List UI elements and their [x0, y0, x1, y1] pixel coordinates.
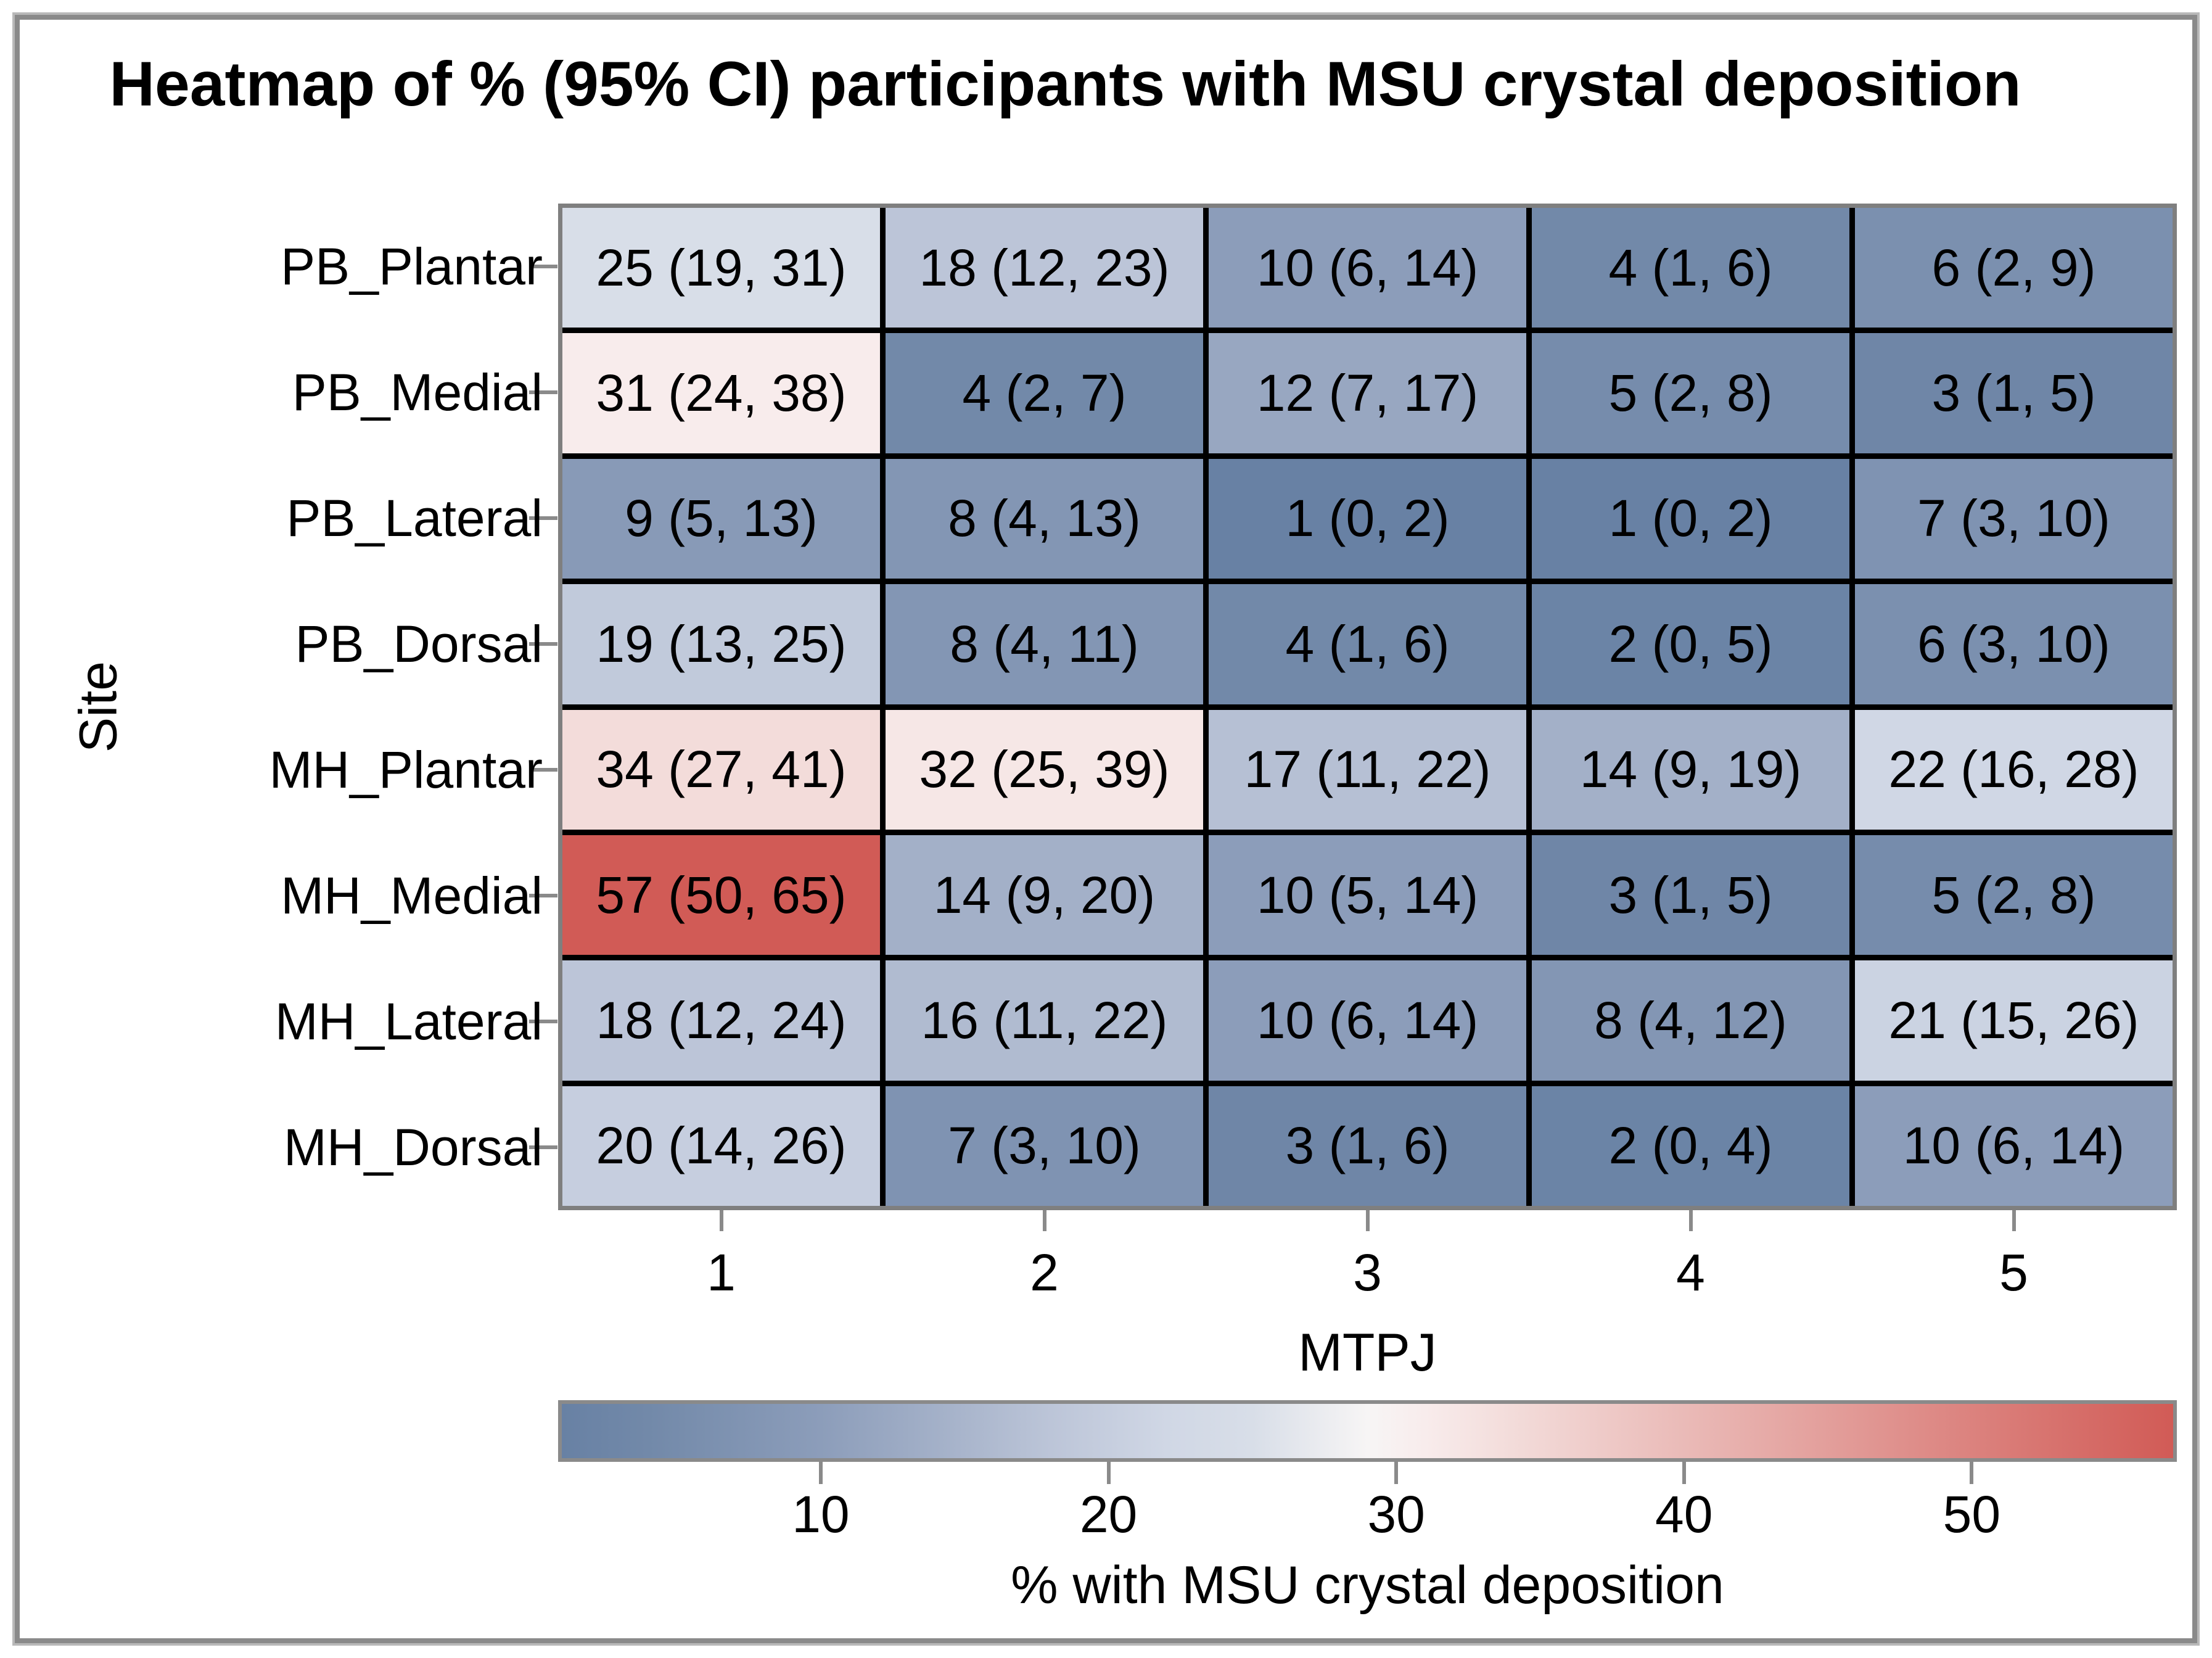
colorbar-title: % with MSU crystal deposition: [1011, 1556, 1724, 1615]
colorbar-tick-label: 10: [792, 1485, 850, 1543]
y-tick-label: MH_Lateral: [274, 992, 543, 1050]
heatmap-cell: 1 (0, 2): [1532, 458, 1849, 579]
heatmap-cell: 8 (4, 11): [886, 584, 1203, 704]
heatmap-cell: 5 (2, 8): [1855, 835, 2173, 955]
colorbar-tick-mark: [1682, 1462, 1686, 1484]
heatmap-cell: 14 (9, 20): [886, 835, 1203, 955]
y-tick-mark: [529, 1020, 557, 1023]
heatmap-cell: 8 (4, 12): [1532, 960, 1849, 1081]
heatmap-cell: 3 (1, 5): [1855, 333, 2173, 453]
y-tick-mark: [529, 894, 557, 897]
heatmap-cell: 9 (5, 13): [562, 458, 880, 579]
heatmap-cell: 31 (24, 38): [562, 333, 880, 453]
heatmap-cell: 3 (1, 5): [1532, 835, 1849, 955]
colorbar-tick-label: 50: [1943, 1485, 2001, 1543]
heatmap-cell: 10 (5, 14): [1209, 835, 1526, 955]
heatmap-cell: 14 (9, 19): [1532, 709, 1849, 830]
y-tick-mark: [529, 516, 557, 520]
y-tick-label: PB_Medial: [292, 363, 543, 421]
heatmap-cell: 16 (11, 22): [886, 960, 1203, 1081]
x-tick-mark: [719, 1210, 723, 1231]
colorbar-tick-mark: [1394, 1462, 1399, 1484]
heatmap-cell: 6 (3, 10): [1855, 584, 2173, 704]
heatmap-cell: 4 (1, 6): [1532, 208, 1849, 328]
heatmap-cell: 18 (12, 24): [562, 960, 880, 1081]
y-tick-label: PB_Plantar: [281, 237, 543, 295]
x-tick-label: 5: [1999, 1244, 2028, 1301]
heatmap-cell: 6 (2, 9): [1855, 208, 2173, 328]
chart-title: Heatmap of % (95% CI) participants with …: [109, 49, 2021, 119]
heatmap-cell: 25 (19, 31): [562, 208, 880, 328]
heatmap-cell: 34 (27, 41): [562, 709, 880, 830]
heatmap-cell: 18 (12, 23): [886, 208, 1203, 328]
y-tick-mark: [529, 1145, 557, 1149]
y-tick-label: MH_Plantar: [269, 741, 543, 799]
heatmap-cell: 4 (1, 6): [1209, 584, 1526, 704]
colorbar-tick-mark: [1970, 1462, 1974, 1484]
heatmap-cell: 7 (3, 10): [886, 1086, 1203, 1206]
x-axis-title: MTPJ: [1298, 1323, 1437, 1382]
y-tick-mark: [529, 768, 557, 772]
heatmap-cell: 8 (4, 13): [886, 458, 1203, 579]
heatmap-cell: 32 (25, 39): [886, 709, 1203, 830]
heatmap-cell: 10 (6, 14): [1855, 1086, 2173, 1206]
heatmap-cell: 1 (0, 2): [1209, 458, 1526, 579]
colorbar-tick-label: 40: [1655, 1485, 1713, 1543]
x-tick-mark: [1688, 1210, 1693, 1231]
x-tick-mark: [1042, 1210, 1046, 1231]
heatmap-grid: 25 (19, 31) 18 (12, 23) 10 (6, 14) 4 (1, 6)…: [558, 204, 2177, 1210]
heatmap-cell: 2 (0, 4): [1532, 1086, 1849, 1206]
heatmap-cell: 4 (2, 7): [886, 333, 1203, 453]
x-tick-label: 3: [1353, 1244, 1382, 1301]
heatmap-cell: 19 (13, 25): [562, 584, 880, 704]
heatmap-cell: 2 (0, 5): [1532, 584, 1849, 704]
colorbar-gradient: [558, 1400, 2177, 1462]
y-tick-label: MH_Medial: [281, 867, 543, 925]
colorbar-tick-label: 20: [1079, 1485, 1138, 1543]
heatmap-cell: 57 (50, 65): [562, 835, 880, 955]
y-tick-label: MH_Dorsal: [283, 1118, 543, 1176]
heatmap-cell: 7 (3, 10): [1855, 458, 2173, 579]
heatmap-cell: 10 (6, 14): [1209, 960, 1526, 1081]
x-tick-mark: [2012, 1210, 2016, 1231]
x-tick-label: 1: [707, 1244, 736, 1301]
heatmap-cell: 22 (16, 28): [1855, 709, 2173, 830]
x-tick-label: 2: [1030, 1244, 1059, 1301]
x-tick-mark: [1365, 1210, 1370, 1231]
heatmap-cell: 10 (6, 14): [1209, 208, 1526, 328]
colorbar-tick-mark: [1106, 1462, 1111, 1484]
heatmap-cell: 5 (2, 8): [1532, 333, 1849, 453]
heatmap-cell: 21 (15, 26): [1855, 960, 2173, 1081]
y-tick-mark: [529, 642, 557, 646]
y-tick-mark: [529, 265, 557, 268]
y-axis-title: Site: [68, 661, 128, 753]
heatmap-cell: 17 (11, 22): [1209, 709, 1526, 830]
heatmap-cell: 12 (7, 17): [1209, 333, 1526, 453]
x-tick-label: 4: [1676, 1244, 1705, 1301]
heatmap-cell: 3 (1, 6): [1209, 1086, 1526, 1206]
colorbar-tick-label: 30: [1367, 1485, 1425, 1543]
y-tick-mark: [529, 390, 557, 394]
heatmap-cell: 20 (14, 26): [562, 1086, 880, 1206]
y-tick-label: PB_Lateral: [286, 489, 543, 547]
colorbar-tick-mark: [818, 1462, 823, 1484]
y-tick-label: PB_Dorsal: [295, 615, 543, 673]
